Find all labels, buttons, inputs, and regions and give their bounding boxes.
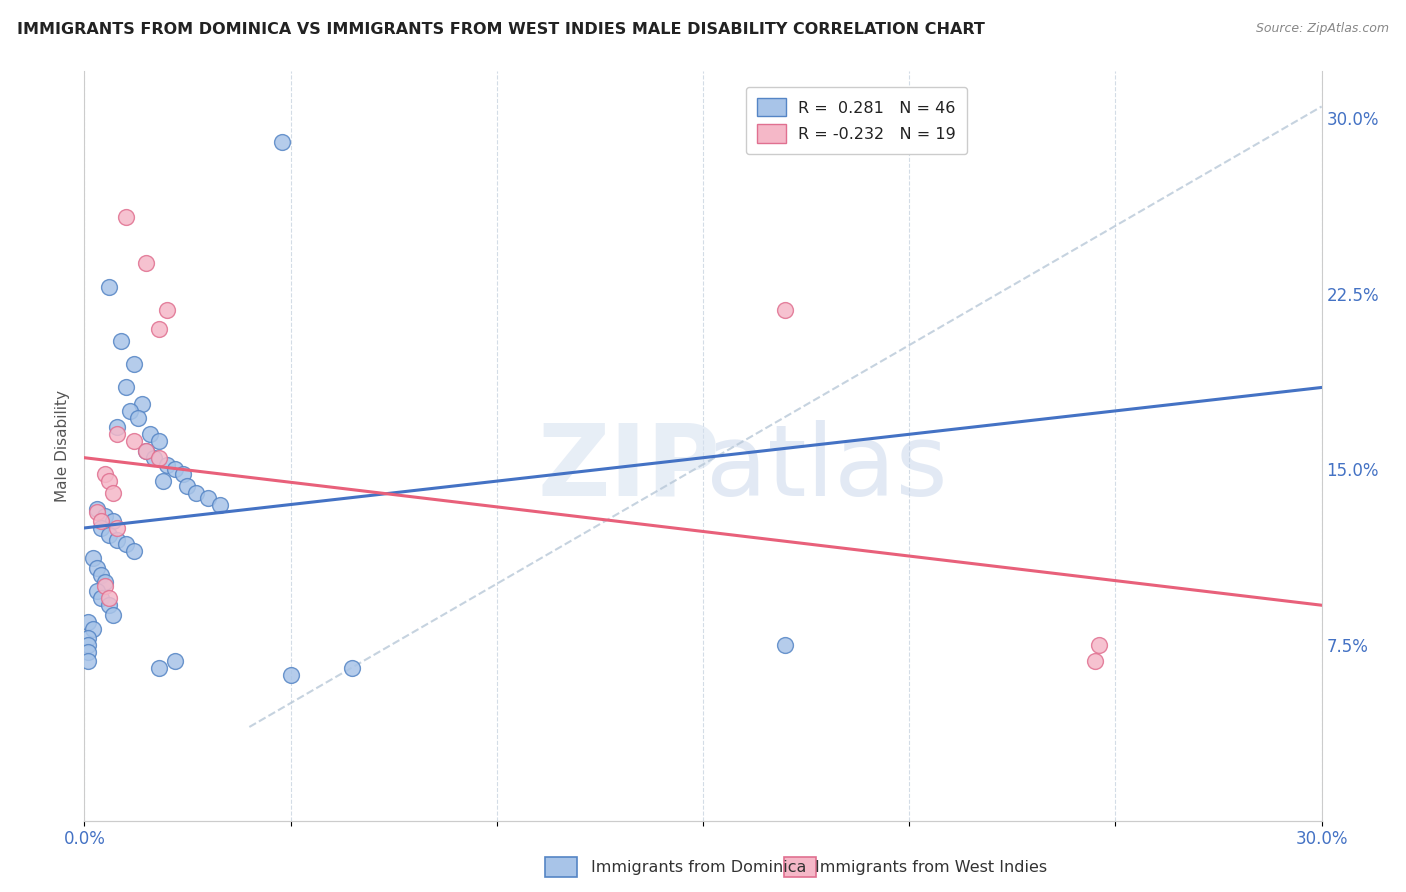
Point xyxy=(86,584,108,599)
Point xyxy=(94,580,117,594)
Point xyxy=(94,467,117,482)
Point xyxy=(94,574,117,589)
Legend: R =  0.281   N = 46, R = -0.232   N = 19: R = 0.281 N = 46, R = -0.232 N = 19 xyxy=(745,87,967,154)
Point xyxy=(86,505,108,519)
Point xyxy=(77,638,100,652)
Point xyxy=(122,357,145,371)
Point xyxy=(94,509,117,524)
Point xyxy=(118,404,141,418)
Point xyxy=(90,514,112,528)
Point xyxy=(114,380,136,394)
Point xyxy=(105,533,128,547)
Point xyxy=(135,443,157,458)
Point xyxy=(90,567,112,582)
Point xyxy=(82,551,104,566)
Point xyxy=(82,622,104,636)
Y-axis label: Male Disability: Male Disability xyxy=(55,390,70,502)
Point xyxy=(148,661,170,675)
Point xyxy=(1084,655,1107,669)
Point xyxy=(209,498,232,512)
Point xyxy=(98,474,121,488)
Point xyxy=(775,303,797,318)
Text: Source: ZipAtlas.com: Source: ZipAtlas.com xyxy=(1256,22,1389,36)
Point xyxy=(98,280,121,294)
Point xyxy=(184,485,207,500)
Point xyxy=(105,420,128,434)
Point xyxy=(271,135,294,149)
Point xyxy=(165,462,187,476)
FancyBboxPatch shape xyxy=(785,857,815,877)
Point xyxy=(127,411,149,425)
Point xyxy=(165,655,187,669)
Point xyxy=(114,210,136,224)
Point xyxy=(105,521,128,535)
Point xyxy=(122,434,145,449)
Point xyxy=(103,514,125,528)
Text: Immigrants from West Indies: Immigrants from West Indies xyxy=(815,860,1047,874)
Point xyxy=(176,479,198,493)
Point xyxy=(148,322,170,336)
Point xyxy=(98,591,121,606)
Point xyxy=(135,256,157,270)
Point xyxy=(131,397,153,411)
Point xyxy=(143,450,166,465)
Point xyxy=(197,491,219,505)
Point xyxy=(139,427,162,442)
Point xyxy=(77,615,100,629)
Point xyxy=(77,655,100,669)
Point xyxy=(86,561,108,575)
Point xyxy=(280,668,302,682)
Point xyxy=(98,599,121,613)
Point xyxy=(148,434,170,449)
Point xyxy=(122,544,145,558)
Point xyxy=(114,537,136,551)
Point xyxy=(156,303,179,318)
Text: Immigrants from Dominica: Immigrants from Dominica xyxy=(591,860,806,874)
Point xyxy=(342,661,364,675)
Point xyxy=(172,467,194,482)
Point xyxy=(86,502,108,516)
Point xyxy=(110,334,132,348)
Point xyxy=(1088,638,1111,652)
Text: ZIP: ZIP xyxy=(537,420,720,517)
Point xyxy=(77,631,100,645)
Point xyxy=(148,450,170,465)
Point xyxy=(103,485,125,500)
Point xyxy=(135,443,157,458)
Point xyxy=(90,521,112,535)
Point xyxy=(156,458,179,472)
Text: IMMIGRANTS FROM DOMINICA VS IMMIGRANTS FROM WEST INDIES MALE DISABILITY CORRELAT: IMMIGRANTS FROM DOMINICA VS IMMIGRANTS F… xyxy=(17,22,984,37)
Point xyxy=(152,474,174,488)
Point xyxy=(103,607,125,622)
Point xyxy=(98,528,121,542)
Point xyxy=(105,427,128,442)
Text: atlas: atlas xyxy=(706,420,948,517)
FancyBboxPatch shape xyxy=(546,857,576,877)
Point xyxy=(775,638,797,652)
Point xyxy=(90,591,112,606)
Point xyxy=(77,645,100,659)
